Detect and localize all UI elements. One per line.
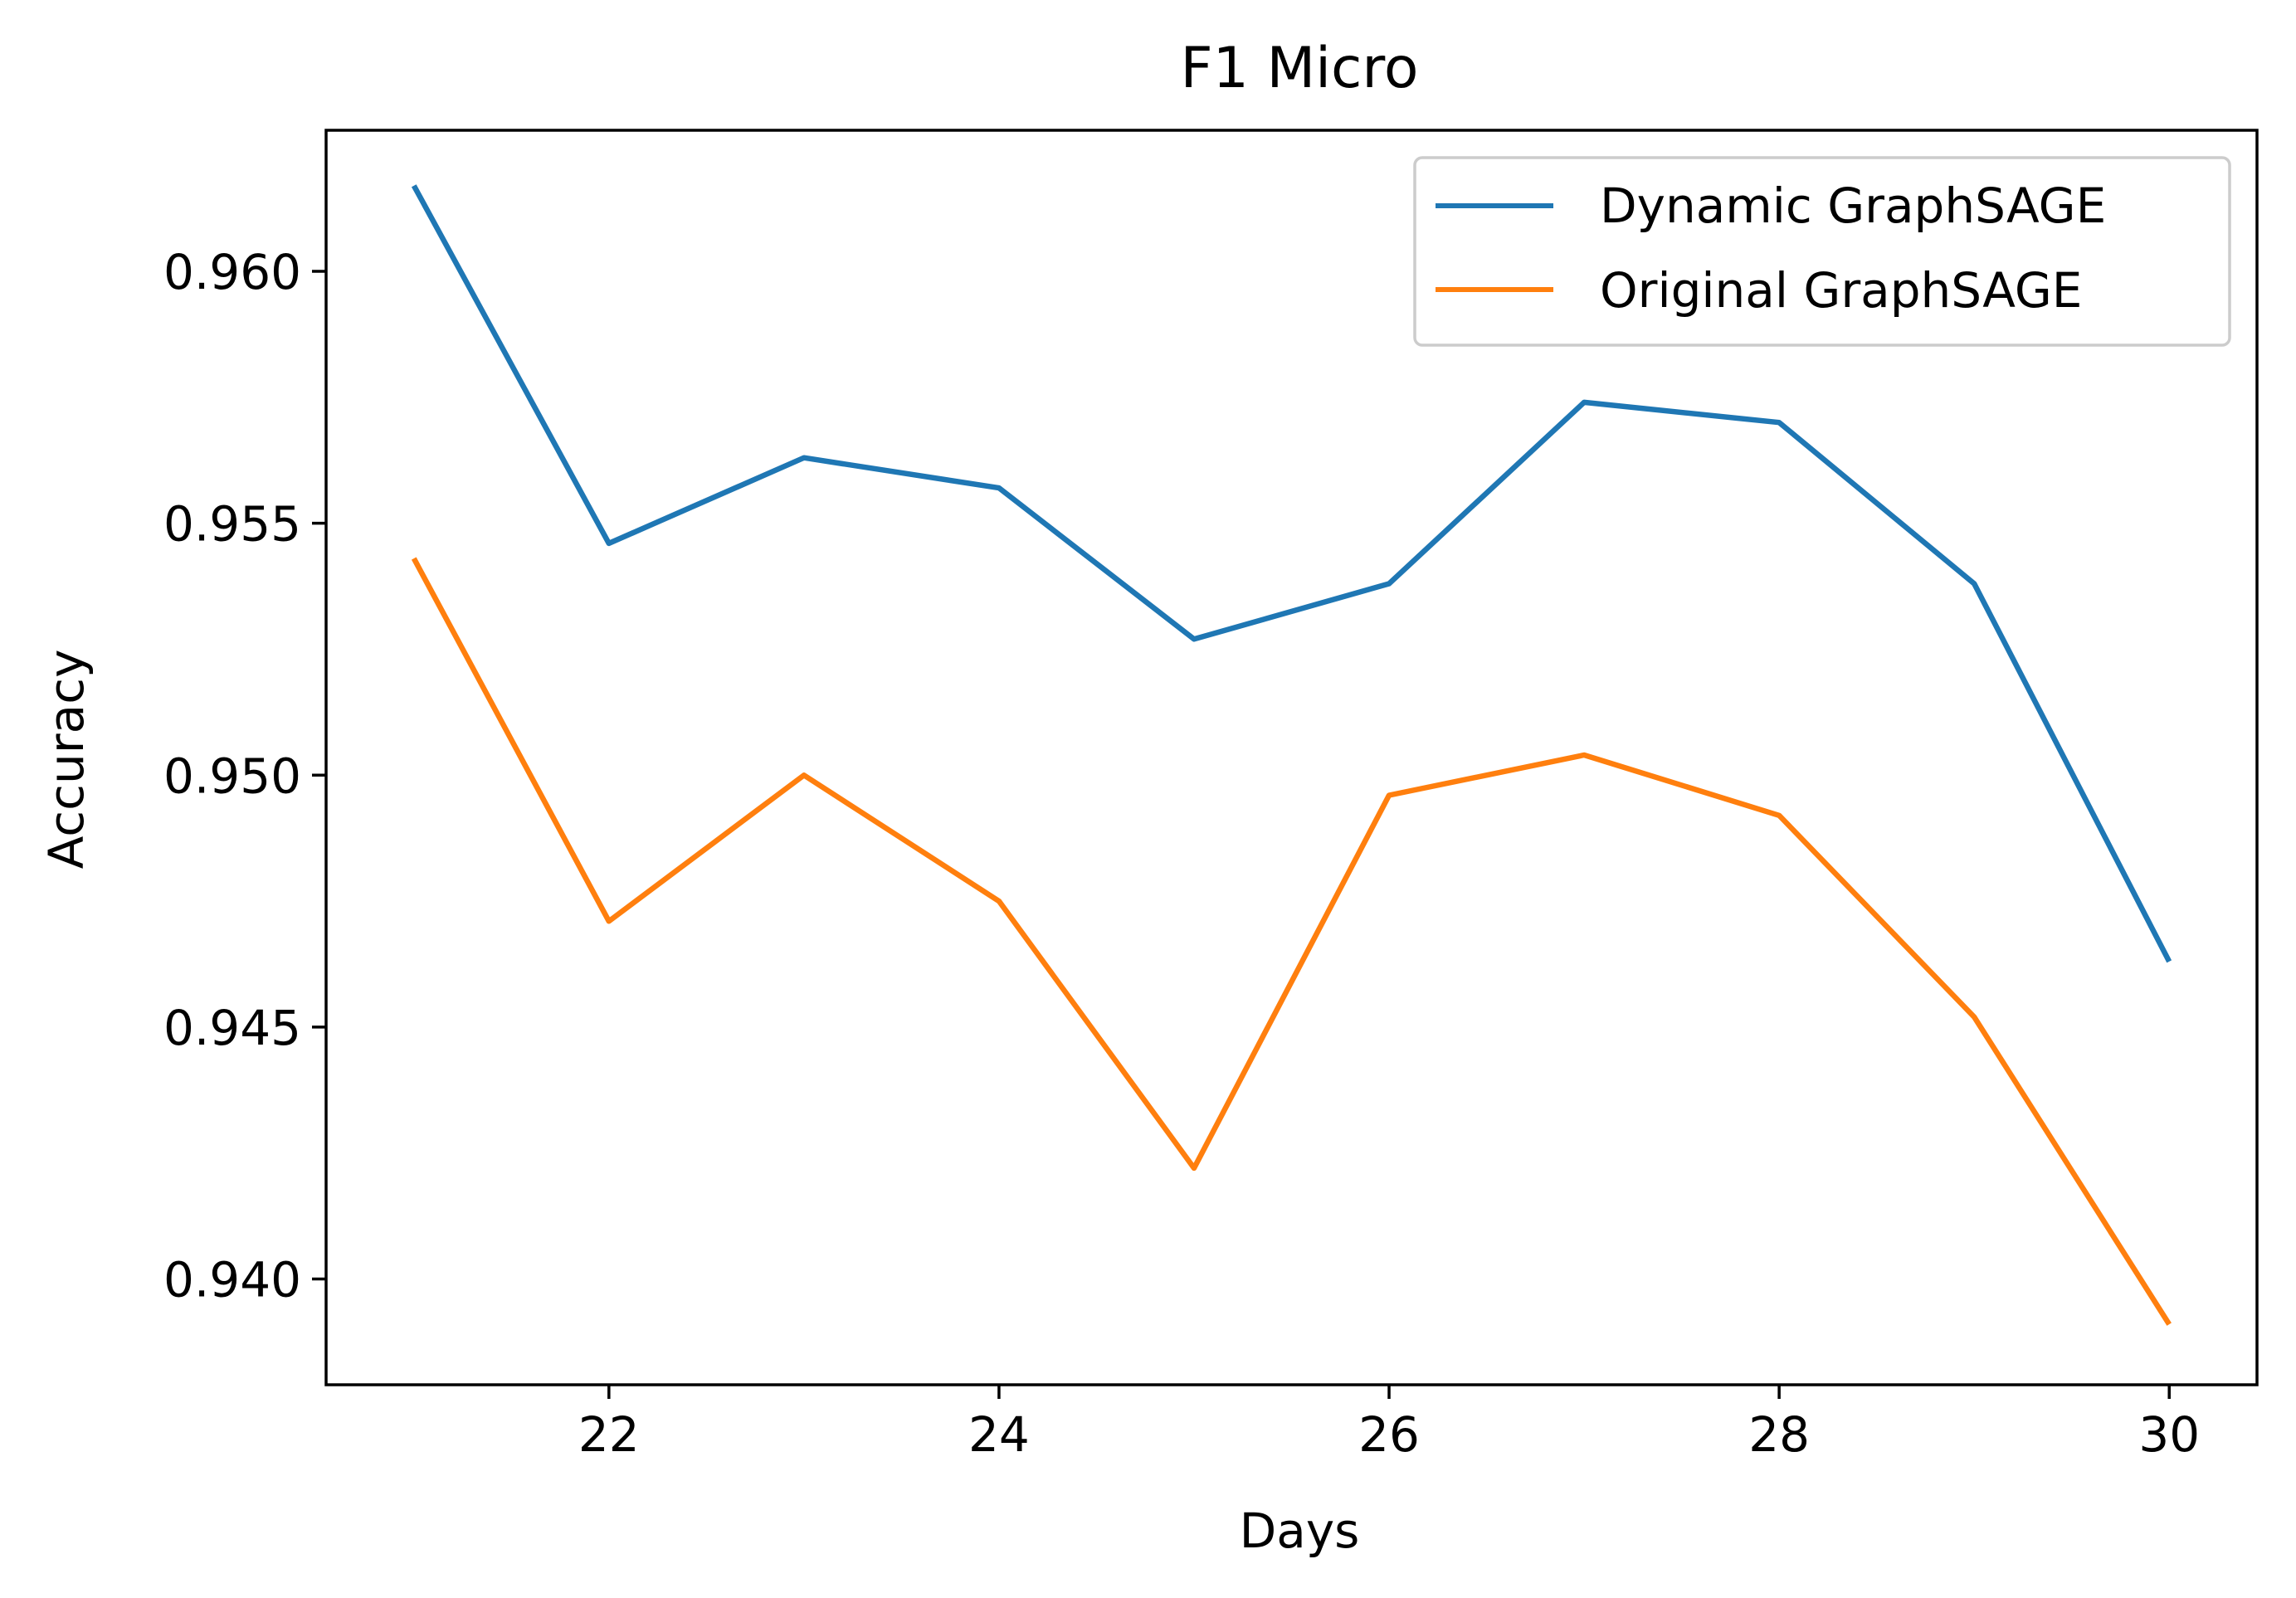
y-tick-label: 0.945 bbox=[163, 1000, 301, 1056]
x-tick-label: 24 bbox=[968, 1406, 1030, 1463]
chart-title: F1 Micro bbox=[1180, 36, 1418, 101]
x-axis-label: Days bbox=[1240, 1503, 1360, 1559]
x-tick-label: 30 bbox=[2138, 1406, 2200, 1463]
series-line-original-graphsage bbox=[411, 557, 2172, 1326]
series-line-dynamic-graphsage bbox=[411, 184, 2172, 963]
legend-label-original: Original GraphSAGE bbox=[1600, 262, 2082, 319]
plot-area-frame bbox=[324, 129, 2259, 1386]
x-tick-label: 22 bbox=[578, 1406, 640, 1463]
x-tick-label: 28 bbox=[1748, 1406, 1810, 1463]
y-axis-ticks: 0.940 0.945 0.950 0.955 0.960 bbox=[163, 244, 326, 1308]
x-axis-ticks: 22 24 26 28 30 bbox=[578, 1385, 2200, 1463]
y-tick-label: 0.960 bbox=[163, 244, 301, 300]
legend-box bbox=[1413, 156, 2231, 347]
y-axis-label: Accuracy bbox=[38, 650, 95, 870]
series-lines bbox=[411, 184, 2172, 1326]
legend-label-dynamic: Dynamic GraphSAGE bbox=[1600, 178, 2106, 234]
y-tick-label: 0.955 bbox=[163, 496, 301, 553]
x-tick-label: 26 bbox=[1358, 1406, 1420, 1463]
legend: Dynamic GraphSAGE Original GraphSAGE bbox=[1413, 156, 2231, 347]
y-tick-label: 0.950 bbox=[163, 748, 301, 804]
y-tick-label: 0.940 bbox=[163, 1251, 301, 1308]
